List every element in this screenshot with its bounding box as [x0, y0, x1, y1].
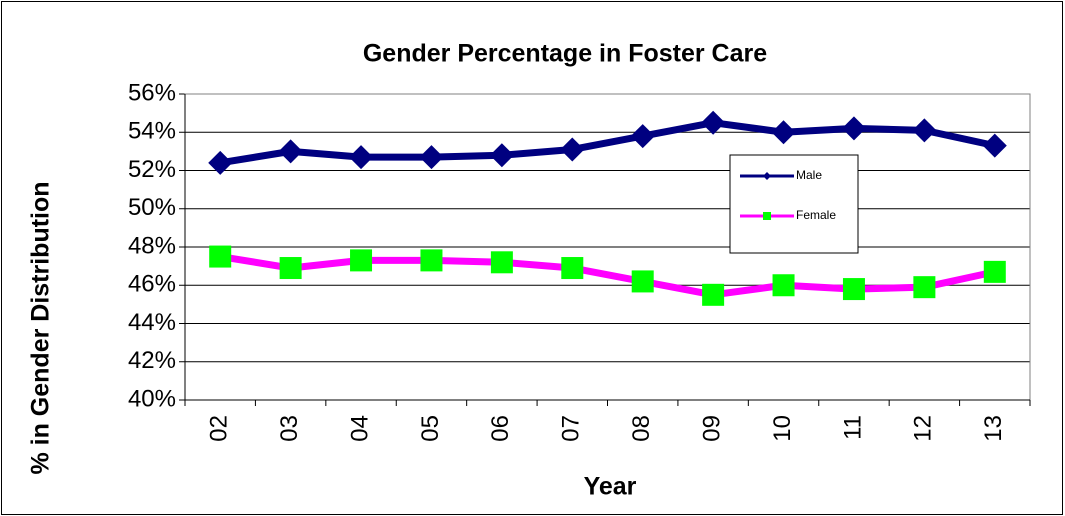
- marker: [561, 257, 584, 280]
- x-tick-label: 11: [839, 415, 866, 440]
- marker: [560, 137, 585, 162]
- marker: [772, 274, 795, 297]
- x-tick-label: 12: [910, 415, 937, 442]
- legend-label: Female: [796, 208, 836, 222]
- legend-label: Male: [796, 168, 822, 182]
- marker: [763, 172, 771, 180]
- marker: [208, 150, 233, 175]
- marker: [279, 257, 302, 280]
- y-tick-label: 50%: [128, 194, 176, 221]
- marker: [912, 118, 937, 143]
- marker: [419, 145, 444, 170]
- series-line: [219, 253, 996, 299]
- x-axis-title: Year: [584, 473, 637, 501]
- x-tick-label: 04: [346, 415, 373, 442]
- y-axis-title: % in Gender Distribution: [27, 181, 55, 474]
- x-tick-label: 02: [206, 415, 233, 442]
- marker: [771, 120, 796, 145]
- series-line: [219, 119, 996, 167]
- x-tick-label: 09: [698, 415, 725, 442]
- x-tick-label: 07: [558, 415, 585, 442]
- chart-title: Gender Percentage in Foster Care: [363, 40, 767, 68]
- marker: [489, 143, 514, 168]
- marker: [350, 249, 373, 272]
- marker: [278, 139, 303, 164]
- y-tick-label: 44%: [128, 309, 176, 336]
- x-tick-label: 08: [628, 415, 655, 442]
- marker: [763, 212, 771, 220]
- marker: [982, 133, 1007, 158]
- marker: [349, 145, 374, 170]
- y-tick-label: 40%: [128, 385, 176, 412]
- marker: [420, 249, 443, 272]
- x-tick-label: 13: [980, 415, 1007, 442]
- y-tick-label: 48%: [128, 232, 176, 259]
- marker: [490, 251, 513, 274]
- x-tick-label: 05: [417, 415, 444, 442]
- marker: [631, 270, 654, 293]
- marker: [701, 110, 726, 135]
- y-tick-label: 56%: [128, 79, 176, 106]
- marker: [983, 260, 1006, 283]
- marker: [702, 283, 725, 306]
- marker: [841, 116, 866, 141]
- x-tick-label: 03: [276, 415, 303, 442]
- x-tick-label: 10: [769, 415, 796, 442]
- x-tick-label: 06: [487, 415, 514, 442]
- y-tick-label: 54%: [128, 118, 176, 145]
- marker: [630, 124, 655, 149]
- marker: [209, 245, 232, 268]
- y-tick-label: 52%: [128, 156, 176, 183]
- marker: [842, 278, 865, 301]
- marker: [913, 276, 936, 299]
- y-tick-label: 46%: [128, 271, 176, 298]
- legend-box: [729, 154, 859, 254]
- y-tick-label: 42%: [128, 347, 176, 374]
